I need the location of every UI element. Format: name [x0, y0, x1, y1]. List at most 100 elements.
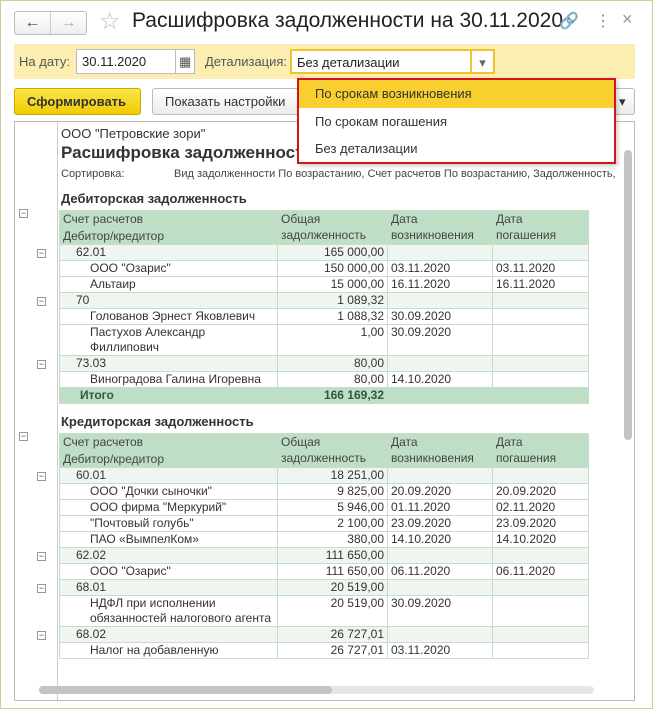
end-cell: 06.11.2020	[492, 563, 589, 580]
name-cell: "Почтовый голубь"	[59, 515, 278, 532]
table-row[interactable]: ООО "Дочки сыночки" 9 825,00 20.09.2020 20.…	[59, 483, 589, 500]
start-cell: 01.11.2020	[387, 499, 493, 516]
amount-cell: 15 000,00	[277, 276, 388, 293]
date-input[interactable]: 30.11.2020	[76, 49, 176, 74]
account-cell: 70	[59, 292, 278, 309]
name-cell: ООО "Озарис"	[59, 260, 278, 277]
detail-dropdown: По срокам возникновения По срокам погаше…	[297, 78, 616, 164]
sort-label: Сортировка:	[61, 168, 125, 180]
table-row[interactable]: Альтаир 15 000,00 16.11.2020 16.11.2020	[59, 276, 589, 293]
table-row[interactable]: НДФЛ при исполнении обязанностей налогов…	[59, 595, 589, 627]
start-cell: 20.09.2020	[387, 483, 493, 500]
table-row[interactable]: "Почтовый голубь" 2 100,00 23.09.2020 23.09…	[59, 515, 589, 532]
vertical-scrollbar[interactable]	[624, 150, 632, 440]
total-cell: 80,00	[277, 355, 388, 372]
nav-buttons: ← →	[14, 11, 87, 35]
end-cell: 16.11.2020	[492, 276, 589, 293]
start-cell: 14.10.2020	[387, 371, 493, 388]
group-row[interactable]: 60.01 18 251,00	[59, 467, 589, 484]
show-settings-button[interactable]: Показать настройки	[152, 88, 302, 115]
collapse-icon[interactable]: −	[37, 550, 46, 561]
group-row[interactable]: 62.01 165 000,00	[59, 244, 589, 261]
name-cell: НДФЛ при исполнении обязанностей налогов…	[59, 595, 278, 627]
dropdown-option[interactable]: По срокам возникновения	[299, 80, 614, 108]
start-cell: 03.11.2020	[387, 642, 493, 659]
more-icon[interactable]: ⋮	[595, 13, 611, 30]
amount-cell: 111 650,00	[277, 563, 388, 580]
link-icon[interactable]: 🔗	[559, 13, 579, 30]
group-row[interactable]: 73.03 80,00	[59, 355, 589, 372]
col-date-end: Дата погашения	[492, 210, 589, 245]
collapse-icon[interactable]: −	[37, 358, 46, 369]
end-cell	[492, 324, 589, 356]
detail-select[interactable]: Без детализации	[290, 49, 472, 74]
total-label: Итого	[59, 387, 278, 404]
back-button[interactable]: ←	[24, 14, 41, 31]
table-row[interactable]: ООО фирма "Меркурий" 5 946,00 01.11.2020 02…	[59, 499, 589, 516]
collapse-icon[interactable]: −	[37, 582, 46, 593]
account-cell: 62.01	[59, 244, 278, 261]
table-row[interactable]: ООО "Озарис" 150 000,00 03.11.2020 03.11.20…	[59, 260, 589, 277]
sort-line: Сортировка: Вид задолженности По возраста…	[59, 167, 629, 181]
tree-gutter	[57, 122, 58, 700]
collapse-icon[interactable]: −	[19, 431, 28, 441]
end-cell	[492, 308, 589, 325]
close-icon[interactable]: ×	[622, 9, 633, 29]
table-row[interactable]: Голованов Эрнест Яковлевич 1 088,32 30.09.…	[59, 308, 589, 325]
amount-cell: 1,00	[277, 324, 388, 356]
header-row: Счет расчетов Общая задолженность Дата возни…	[59, 210, 589, 245]
more-actions-button[interactable]: ▾	[613, 88, 635, 115]
name-cell: ООО "Озарис"	[59, 563, 278, 580]
total-cell: 111 650,00	[277, 547, 388, 564]
group-row[interactable]: 70 1 089,32	[59, 292, 589, 309]
end-cell	[492, 371, 589, 388]
group-row[interactable]: 68.02 26 727,01	[59, 626, 589, 643]
date-label: На дату:	[19, 54, 70, 69]
account-cell: 73.03	[59, 355, 278, 372]
account-cell: 62.02	[59, 547, 278, 564]
table-row[interactable]: Виноградова Галина Игоревна 80,00 14.10.20…	[59, 371, 589, 388]
table-row[interactable]: Пастухов Александр Филлипович 1,00 30.09.2…	[59, 324, 589, 356]
col-date-start: Дата возникновения	[387, 433, 493, 468]
name-cell: Альтаир	[59, 276, 278, 293]
end-cell: 14.10.2020	[492, 531, 589, 548]
start-cell: 30.09.2020	[387, 308, 493, 325]
amount-cell: 2 100,00	[277, 515, 388, 532]
report-area: − − − − − − − − − ООО "Петровские зори" Расшифро…	[14, 121, 635, 701]
favorite-star-icon[interactable]: ☆	[99, 8, 121, 35]
total-cell: 165 000,00	[277, 244, 388, 261]
dropdown-option[interactable]: По срокам погашения	[315, 113, 447, 129]
chevron-down-icon[interactable]: ▾	[470, 49, 495, 74]
calendar-icon[interactable]: ▦	[175, 49, 195, 74]
collapse-icon[interactable]: −	[37, 629, 46, 640]
group-row[interactable]: 68.01 20 519,00	[59, 579, 589, 596]
generate-button[interactable]: Сформировать	[14, 88, 141, 115]
collapse-icon[interactable]: −	[37, 247, 46, 258]
col-total: Общая задолженность	[277, 210, 388, 245]
end-cell: 23.09.2020	[492, 515, 589, 532]
start-cell: 14.10.2020	[387, 531, 493, 548]
section-title: Дебиторская задолженность	[61, 191, 247, 206]
forward-button[interactable]: →	[50, 12, 86, 34]
report-title: Расшифровка задолженност	[61, 143, 304, 162]
start-cell: 23.09.2020	[387, 515, 493, 532]
horizontal-scrollbar[interactable]	[39, 686, 332, 694]
name-cell: Виноградова Галина Игоревна	[59, 371, 278, 388]
col-date-end: Дата погашения	[492, 433, 589, 468]
collapse-icon[interactable]: −	[37, 470, 46, 481]
collapse-icon[interactable]: −	[37, 295, 46, 306]
start-cell: 03.11.2020	[387, 260, 493, 277]
table-row[interactable]: Налог на добавленную 26 727,01 03.11.2020	[59, 642, 589, 659]
table-row[interactable]: ПАО «ВымпелКом» 380,00 14.10.2020 14.10.202…	[59, 531, 589, 548]
amount-cell: 20 519,00	[277, 595, 388, 627]
name-cell: Налог на добавленную	[59, 642, 278, 659]
account-cell: 60.01	[59, 467, 278, 484]
table-row[interactable]: ООО "Озарис" 111 650,00 06.11.2020 06.11.20…	[59, 563, 589, 580]
collapse-icon[interactable]: −	[19, 208, 28, 218]
group-row[interactable]: 62.02 111 650,00	[59, 547, 589, 564]
dropdown-option[interactable]: Без детализации	[315, 141, 418, 156]
name-cell: ООО фирма "Меркурий"	[59, 499, 278, 516]
col-counterparty: Дебитор/кредитор	[59, 227, 278, 245]
start-cell: 30.09.2020	[387, 324, 493, 356]
amount-cell: 380,00	[277, 531, 388, 548]
